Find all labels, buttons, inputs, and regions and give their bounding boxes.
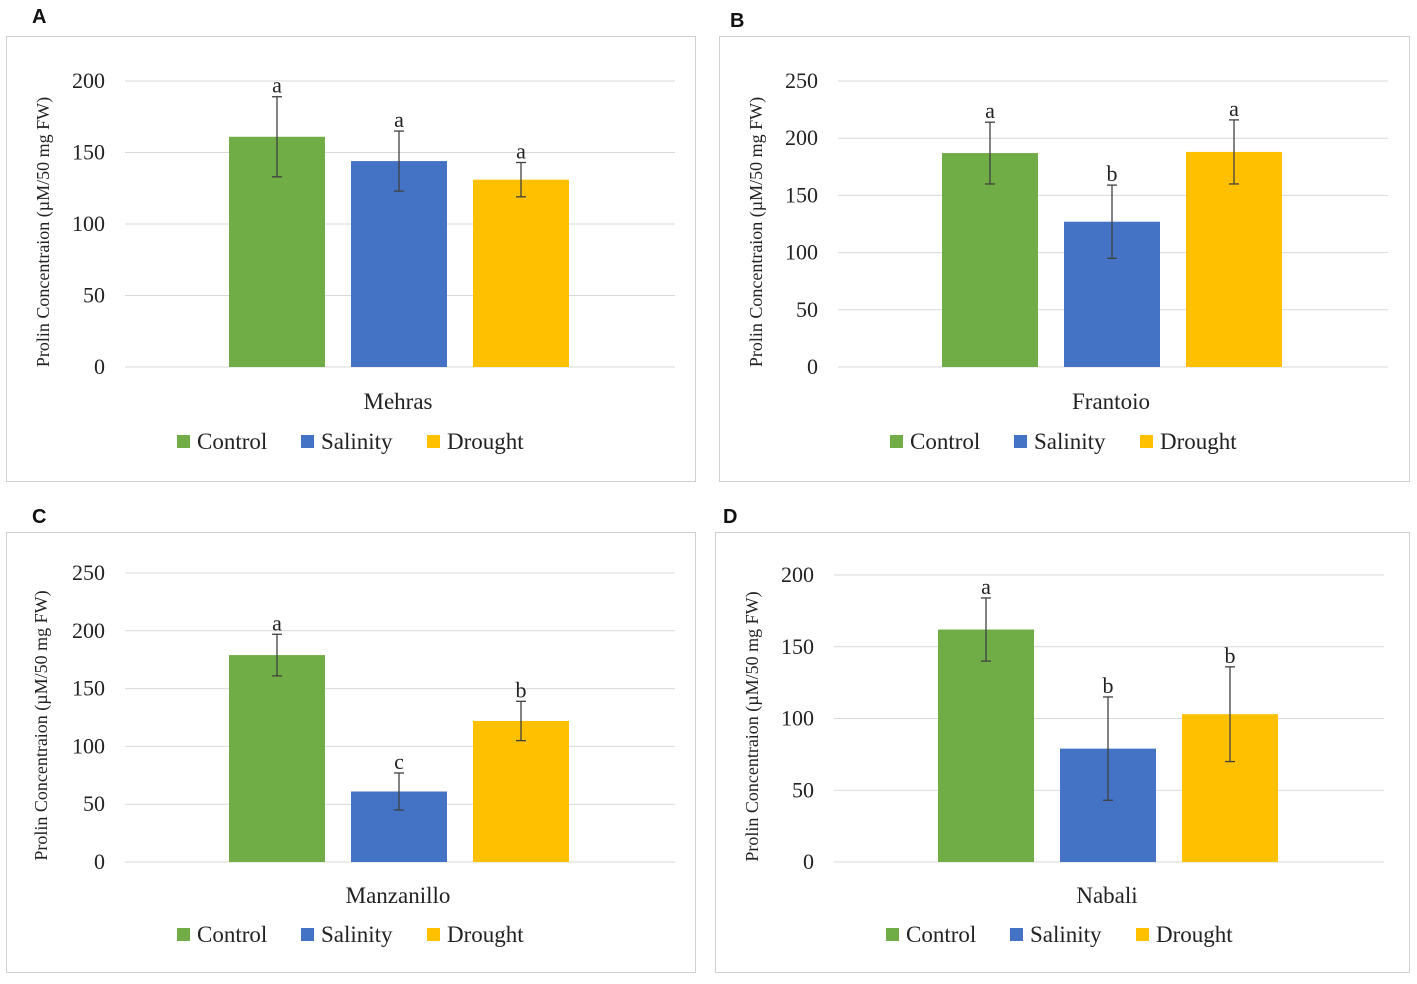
legend-label-b-drought: Drought bbox=[1160, 429, 1237, 454]
significance-letter-a-drought: a bbox=[516, 139, 526, 164]
legend-label-d-salinity: Salinity bbox=[1030, 922, 1102, 947]
y-axis-title-c: Prolin Concentraion (µM/50 mg FW) bbox=[31, 590, 52, 860]
significance-letter-c-salinity: c bbox=[394, 749, 404, 774]
legend-label-d-control: Control bbox=[906, 922, 976, 947]
y-tick-label-d-100: 100 bbox=[781, 706, 814, 731]
x-category-label-d: Nabali bbox=[1076, 883, 1137, 908]
significance-letter-c-drought: b bbox=[516, 677, 527, 702]
legend-swatch-a-drought bbox=[427, 435, 440, 448]
chart-svg-a: 0 50 100 150 200 a a a Mehras Prolin Concentraion… bbox=[33, 68, 675, 454]
legend-label-c-salinity: Salinity bbox=[321, 922, 393, 947]
legend-label-a-drought: Drought bbox=[447, 429, 524, 454]
chart-svg-b: 0 50 100 150 200 250 a b a Frantoio Prolin Concent… bbox=[746, 68, 1388, 454]
y-axis-title-a: Prolin Concentraion (µM/50 mg FW) bbox=[33, 97, 54, 367]
y-tick-label-a-200: 200 bbox=[72, 68, 105, 93]
y-tick-label-b-100: 100 bbox=[785, 240, 818, 265]
legend-label-c-control: Control bbox=[197, 922, 267, 947]
bar-c-drought bbox=[473, 720, 569, 862]
legend-swatch-d-drought bbox=[1136, 928, 1149, 941]
legend-label-a-salinity: Salinity bbox=[321, 429, 393, 454]
y-tick-label-c-150: 150 bbox=[72, 676, 105, 701]
y-axis-title-b: Prolin Concentraion (µM/50 mg FW) bbox=[746, 97, 767, 367]
legend-swatch-b-control bbox=[890, 435, 903, 448]
significance-letter-a-control: a bbox=[272, 73, 282, 98]
significance-letter-b-salinity: b bbox=[1107, 161, 1118, 186]
significance-letter-a-salinity: a bbox=[394, 107, 404, 132]
panel-letter-b: B bbox=[730, 10, 745, 32]
legend-swatch-b-drought bbox=[1140, 435, 1153, 448]
y-tick-label-a-50: 50 bbox=[83, 283, 105, 308]
panel-letter-a: A bbox=[32, 6, 47, 28]
chart-panel-c: 0 50 100 150 200 250 a c b Manzanillo Prolin Conce… bbox=[6, 532, 696, 973]
y-axis-title-d: Prolin Concentraion (µM/50 mg FW) bbox=[742, 591, 763, 861]
y-tick-label-c-0: 0 bbox=[94, 849, 105, 874]
chart-svg-c: 0 50 100 150 200 250 a c b Manzanillo Prolin Conce… bbox=[31, 560, 675, 947]
legend-label-c-drought: Drought bbox=[447, 922, 524, 947]
y-tick-label-b-250: 250 bbox=[785, 68, 818, 93]
y-tick-label-c-200: 200 bbox=[72, 618, 105, 643]
panel-letter-c: C bbox=[32, 506, 47, 528]
legend-swatch-d-salinity bbox=[1010, 928, 1023, 941]
y-tick-label-b-150: 150 bbox=[785, 182, 818, 207]
bar-a-drought bbox=[473, 179, 569, 367]
panel-letter-d: D bbox=[723, 506, 738, 528]
y-tick-label-b-200: 200 bbox=[785, 125, 818, 150]
bar-b-drought bbox=[1186, 151, 1282, 367]
significance-letter-d-drought: b bbox=[1225, 643, 1236, 668]
x-category-label-c: Manzanillo bbox=[346, 883, 451, 908]
y-tick-label-c-100: 100 bbox=[72, 733, 105, 758]
bar-a-salinity bbox=[351, 161, 447, 367]
legend-label-d-drought: Drought bbox=[1156, 922, 1233, 947]
x-category-label-a: Mehras bbox=[364, 389, 433, 414]
chart-panel-d: 0 50 100 150 200 a b b Nabali Prolin Concentraion… bbox=[715, 532, 1410, 973]
legend-swatch-b-salinity bbox=[1014, 435, 1027, 448]
significance-letter-b-drought: a bbox=[1229, 96, 1239, 121]
y-tick-label-a-0: 0 bbox=[94, 354, 105, 379]
chart-panel-b: 0 50 100 150 200 250 a b a Frantoio Prolin Concent… bbox=[719, 36, 1410, 482]
legend-label-a-control: Control bbox=[197, 429, 267, 454]
bar-c-control bbox=[229, 655, 325, 862]
chart-panel-a: 0 50 100 150 200 a a a Mehras Prolin Concentraion… bbox=[6, 36, 696, 482]
y-tick-label-a-100: 100 bbox=[72, 211, 105, 236]
legend-label-b-salinity: Salinity bbox=[1034, 429, 1106, 454]
significance-letter-b-control: a bbox=[985, 98, 995, 123]
significance-letter-c-control: a bbox=[272, 610, 282, 635]
legend-swatch-c-drought bbox=[427, 928, 440, 941]
legend-swatch-c-salinity bbox=[301, 928, 314, 941]
y-tick-label-b-0: 0 bbox=[807, 354, 818, 379]
bar-d-control bbox=[938, 629, 1034, 862]
legend-swatch-c-control bbox=[177, 928, 190, 941]
x-category-label-b: Frantoio bbox=[1072, 389, 1150, 414]
legend-swatch-a-control bbox=[177, 435, 190, 448]
y-tick-label-d-0: 0 bbox=[803, 849, 814, 874]
y-tick-label-b-50: 50 bbox=[796, 297, 818, 322]
y-tick-label-d-50: 50 bbox=[792, 777, 814, 802]
legend-label-b-control: Control bbox=[910, 429, 980, 454]
chart-svg-d: 0 50 100 150 200 a b b Nabali Prolin Concentraion… bbox=[742, 562, 1384, 947]
y-tick-label-a-150: 150 bbox=[72, 140, 105, 165]
y-tick-label-d-150: 150 bbox=[781, 634, 814, 659]
legend-swatch-a-salinity bbox=[301, 435, 314, 448]
bar-b-control bbox=[942, 153, 1038, 367]
significance-letter-d-salinity: b bbox=[1103, 673, 1114, 698]
legend-swatch-d-control bbox=[886, 928, 899, 941]
y-tick-label-c-250: 250 bbox=[72, 560, 105, 585]
significance-letter-d-control: a bbox=[981, 574, 991, 599]
y-tick-label-d-200: 200 bbox=[781, 562, 814, 587]
y-tick-label-c-50: 50 bbox=[83, 791, 105, 816]
